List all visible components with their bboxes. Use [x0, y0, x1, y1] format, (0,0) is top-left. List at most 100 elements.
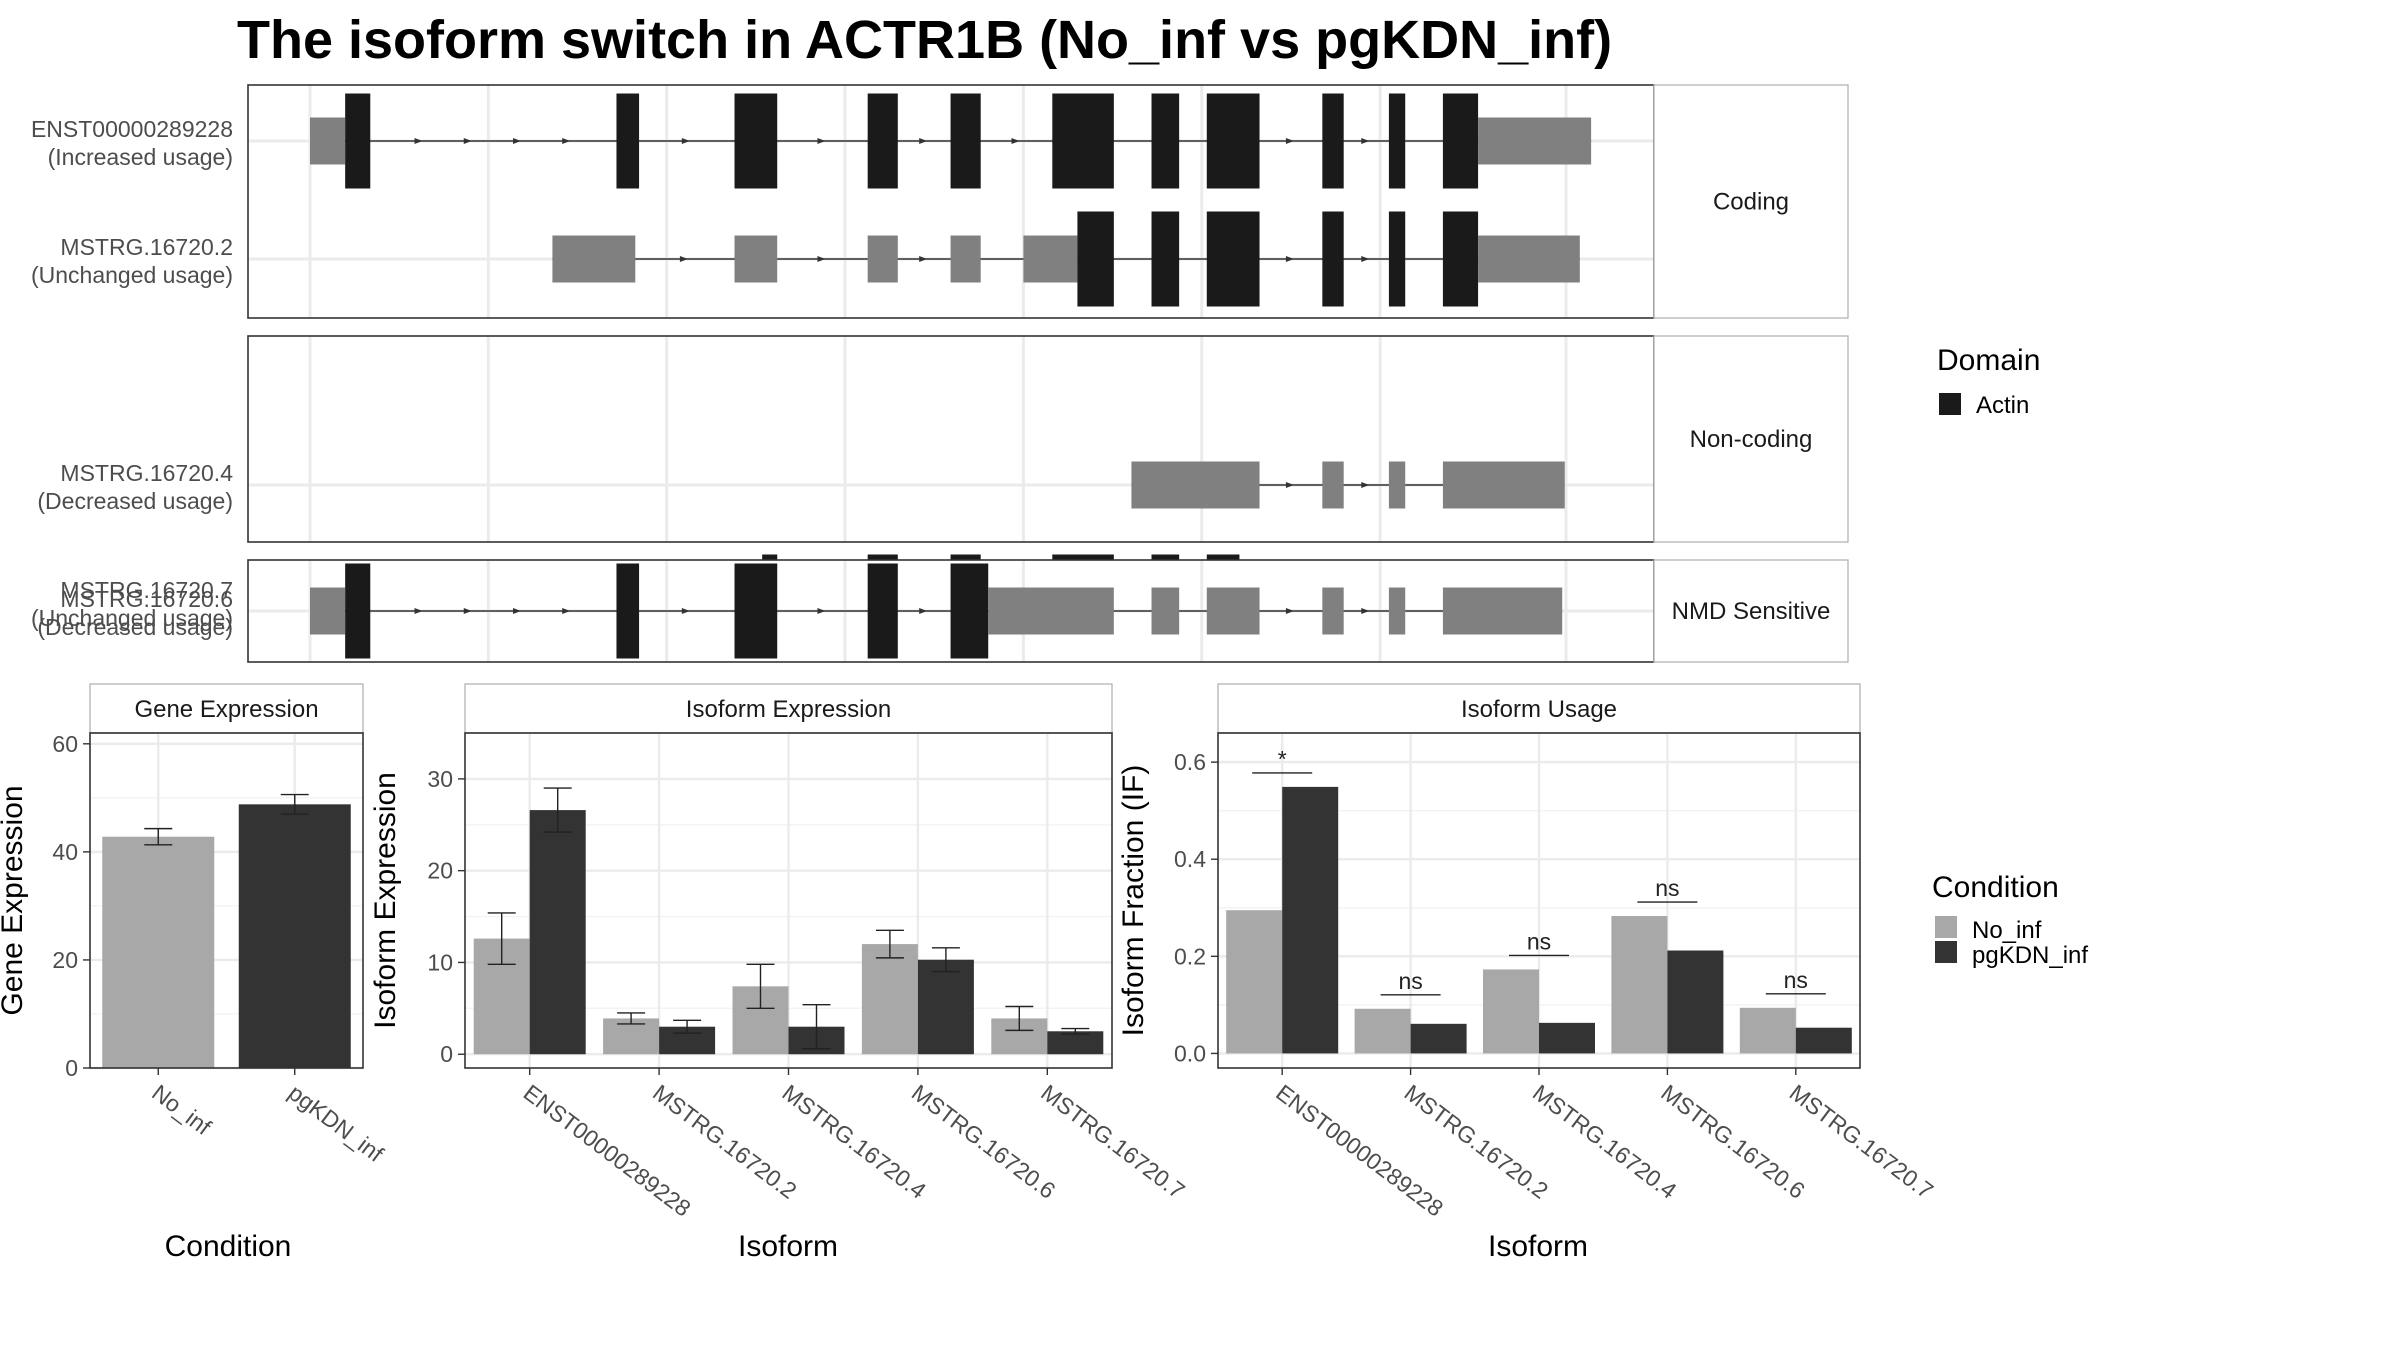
chart-strip [89, 683, 364, 734]
domain-exon [1077, 211, 1114, 307]
strand-arrow [817, 608, 826, 614]
x-tick-label: pgKDN_inf [284, 1079, 389, 1167]
strand-arrow [414, 608, 423, 614]
chart-panel-border [464, 732, 1113, 1069]
y-axis-title: Isoform Expression [369, 772, 402, 1029]
strand-arrow [1361, 256, 1370, 262]
exon [552, 235, 636, 283]
bar [1539, 1022, 1595, 1054]
strand-arrow [817, 138, 826, 144]
strand-arrow [919, 256, 928, 262]
strand-arrow [562, 138, 571, 144]
strand-arrow [679, 256, 688, 262]
strand-arrow [512, 608, 521, 614]
domain-exon [734, 563, 778, 659]
strand-arrow [681, 608, 690, 614]
domain-exon [1206, 93, 1260, 189]
facet-strip [1653, 335, 1849, 543]
domain-exon [1442, 93, 1479, 189]
strand-arrow [681, 138, 690, 144]
strand-arrow [919, 608, 928, 614]
exon [1478, 117, 1592, 165]
chart-strip [1217, 683, 1861, 734]
bar [1282, 786, 1339, 1054]
chart-panel-border [1217, 732, 1861, 1069]
y-axis-title: Isoform Fraction (IF) [1117, 765, 1150, 1037]
strand-arrow [1285, 138, 1294, 144]
domain-exon [1442, 211, 1479, 307]
y-tick-label: 60 [52, 731, 78, 757]
legend-label: No_inf [1972, 917, 2042, 944]
legend-label: pgKDN_inf [1972, 942, 2088, 969]
exon [1131, 461, 1260, 509]
domain-exon [867, 563, 898, 659]
exon [1322, 461, 1344, 509]
isoform-usage-label: (Decreased usage) [37, 614, 233, 640]
domain-exon [1151, 211, 1180, 307]
strand-arrow [1285, 482, 1294, 488]
chart-strip [464, 683, 1113, 734]
bar [529, 810, 586, 1055]
x-axis-title: Isoform [738, 1230, 838, 1263]
legend-key [1935, 941, 1957, 963]
figure-title: The isoform switch in ACTR1B (No_inf vs … [237, 10, 1612, 70]
legend-key [1935, 916, 1957, 938]
strand-arrow [1361, 138, 1370, 144]
significance-label: ns [1784, 967, 1808, 993]
exon [988, 587, 1114, 635]
strand-arrow [919, 138, 928, 144]
y-tick-label: 20 [52, 947, 78, 973]
domain-exon [616, 93, 640, 189]
bar [1410, 1023, 1467, 1054]
facet-strip-label: NMD Sensitive [1672, 598, 1831, 625]
y-tick-label: 0.6 [1174, 749, 1206, 775]
legend-title: Domain [1937, 344, 2040, 377]
facet-strip [1653, 559, 1849, 663]
strand-arrow [1361, 482, 1370, 488]
strand-arrow [1361, 608, 1370, 614]
exon [867, 235, 898, 283]
bar [238, 804, 351, 1068]
chart-strip-label: Gene Expression [134, 696, 318, 723]
strand-arrow [1011, 138, 1020, 144]
y-tick-label: 20 [427, 858, 453, 884]
domain-exon [1388, 93, 1406, 189]
exon [310, 117, 346, 165]
y-tick-label: 0.0 [1174, 1040, 1206, 1066]
legend-title: Condition [1932, 871, 2059, 904]
x-axis-title: Isoform [1488, 1230, 1588, 1263]
exon [1151, 587, 1180, 635]
bar [1667, 950, 1724, 1054]
bar [917, 959, 974, 1055]
exon [1206, 587, 1260, 635]
exon [310, 587, 346, 635]
domain-exon [1151, 93, 1180, 189]
domain-exon [616, 563, 640, 659]
legend-label: Actin [1976, 392, 2029, 419]
facet-strip-label: Coding [1713, 189, 1789, 216]
isoform-usage-label: (Unchanged usage) [31, 262, 233, 288]
strand-arrow [817, 256, 826, 262]
bar [1047, 1031, 1104, 1055]
chart-strip-label: Isoform Expression [686, 696, 891, 723]
y-tick-label: 40 [52, 839, 78, 865]
exon [1388, 587, 1406, 635]
exon [1442, 461, 1565, 509]
strand-arrow [1285, 256, 1294, 262]
facet-strip [1653, 84, 1849, 319]
isoform-id-label: ENST00000289228 [31, 116, 233, 142]
domain-exon [1388, 211, 1406, 307]
isoform-id-label: MSTRG.16720.2 [60, 234, 233, 260]
y-tick-label: 30 [427, 766, 453, 792]
domain-exon [1322, 93, 1344, 189]
isoform-id-label: MSTRG.16720.4 [60, 460, 233, 486]
strand-arrow [512, 138, 521, 144]
strand-arrow [562, 608, 571, 614]
significance-label: ns [1655, 875, 1679, 901]
strand-arrow [414, 138, 423, 144]
facet-strip-label: Non-coding [1690, 426, 1813, 453]
x-tick-label: No_inf [147, 1079, 216, 1140]
bar [1611, 916, 1668, 1054]
